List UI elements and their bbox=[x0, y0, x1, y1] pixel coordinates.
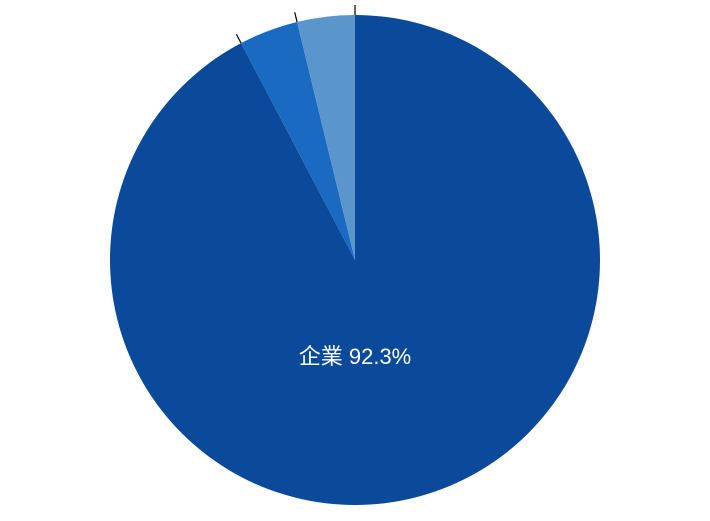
pie-slice-label-0: 企業 92.3% bbox=[299, 344, 412, 369]
pie-chart-svg: 企業 92.3% bbox=[0, 0, 710, 521]
pie-chart-container: 企業 92.3% bbox=[0, 0, 710, 521]
